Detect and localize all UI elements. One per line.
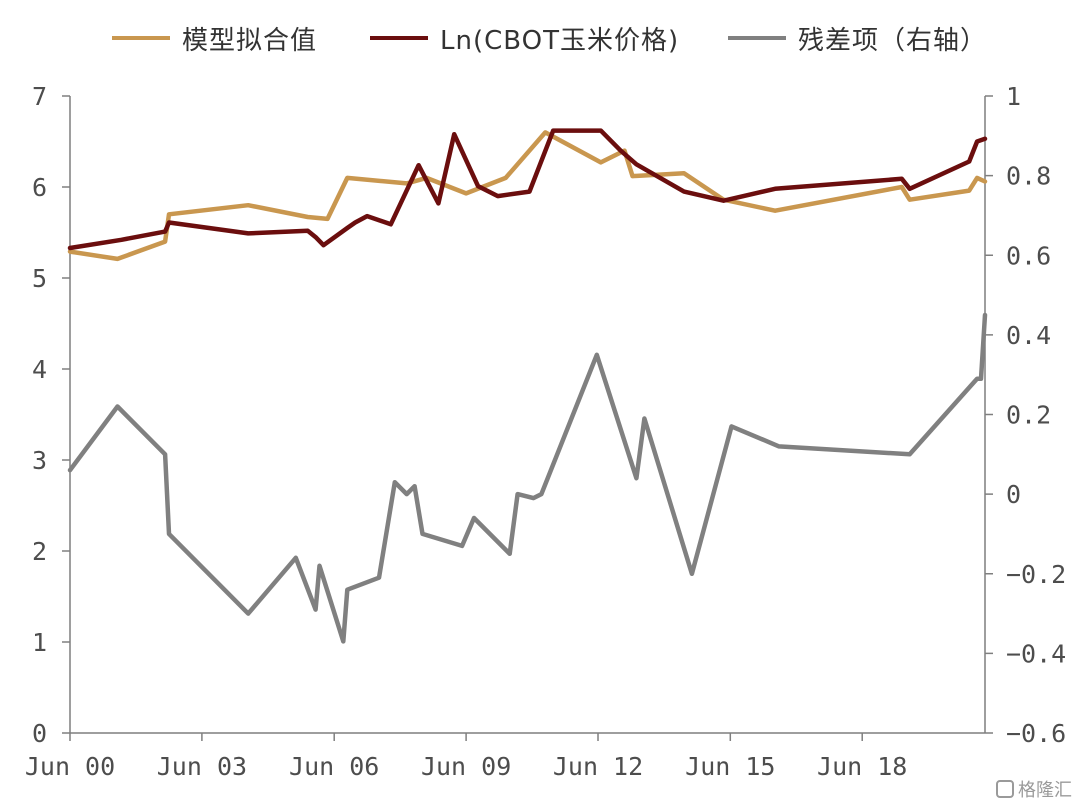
left-tick-label: 3 [32, 446, 47, 475]
series-line-fitted [67, 130, 988, 262]
legend-item-fitted: 模型拟合值 [112, 18, 317, 58]
right-tick-label: 0.8 [1006, 162, 1051, 191]
right-tick-label: 0 [1006, 480, 1021, 509]
right-tick-label: −0.4 [1006, 639, 1066, 668]
x-tick-label: Jun 09 [421, 752, 511, 781]
watermark-logo-icon [996, 780, 1014, 798]
x-tick-label: Jun 12 [553, 752, 643, 781]
left-tick-label: 4 [32, 355, 47, 384]
left-tick-label: 1 [32, 628, 47, 657]
left-tick-label: 0 [32, 719, 47, 748]
legend-swatch-fitted [112, 36, 170, 40]
tick-labels: 0 1 2 3 4 5 6 7 −0.6 −0.4 −0.2 0 0.2 0.4 0.6 0.8 1 Jun 00… [25, 82, 1066, 781]
axes [62, 95, 993, 741]
legend-label-cbot: Ln(CBOT玉米价格) [440, 25, 680, 56]
legend-item-cbot: Ln(CBOT玉米价格) [370, 18, 679, 58]
legend-swatch-residual [728, 36, 786, 40]
legend-swatch-cbot [370, 36, 428, 40]
left-tick-label: 5 [32, 264, 47, 293]
x-tick-label: Jun 00 [25, 752, 115, 781]
x-tick-label: Jun 18 [817, 752, 907, 781]
series-line-cbot [67, 128, 988, 251]
left-tick-label: 7 [32, 82, 47, 111]
watermark: 格隆汇 [996, 776, 1072, 802]
series-lines [67, 128, 988, 644]
x-tick-label: Jun 03 [157, 752, 247, 781]
right-tick-label: 0.2 [1006, 401, 1051, 430]
right-tick-label: 0.4 [1006, 321, 1051, 350]
right-tick-label: 0.6 [1006, 241, 1051, 270]
x-tick-label: Jun 06 [289, 752, 379, 781]
right-tick-label: −0.2 [1006, 560, 1066, 589]
legend-label-residual: 残差项（右轴） [798, 25, 988, 56]
right-tick-label: 1 [1006, 82, 1021, 111]
left-tick-label: 6 [32, 173, 47, 202]
x-tick-label: Jun 15 [685, 752, 775, 781]
legend-item-residual: 残差项（右轴） [728, 18, 987, 58]
series-line-residual [67, 312, 988, 644]
right-tick-label: −0.6 [1006, 719, 1066, 748]
legend: 模型拟合值 Ln(CBOT玉米价格) 残差项（右轴） [0, 18, 1080, 58]
watermark-text: 格隆汇 [1018, 780, 1072, 801]
legend-label-fitted: 模型拟合值 [182, 25, 318, 56]
left-tick-label: 2 [32, 537, 47, 566]
